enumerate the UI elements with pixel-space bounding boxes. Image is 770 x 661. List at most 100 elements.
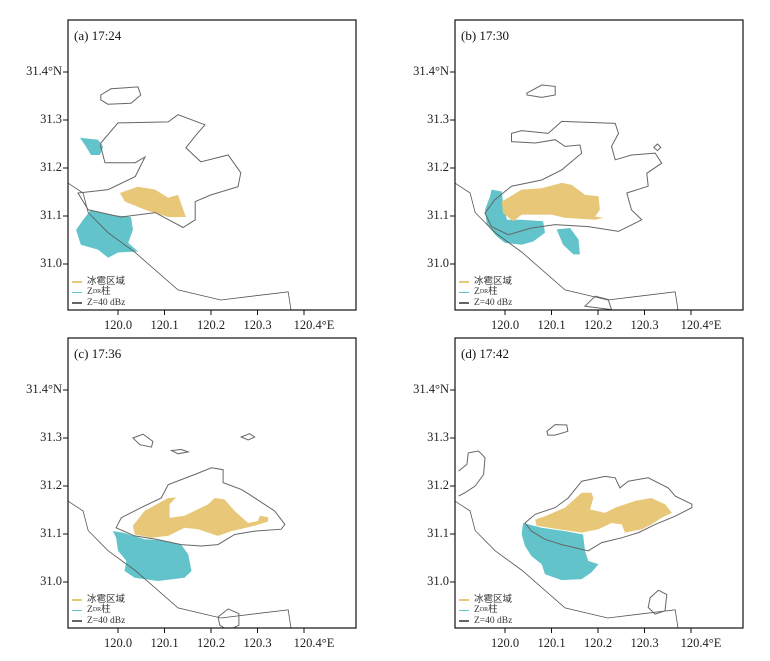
panel-time: 17:24 xyxy=(91,28,122,43)
reflectivity-40dbz-contour xyxy=(484,120,663,236)
y-tick-label: 31.4°N xyxy=(26,64,62,78)
x-tick-label: 120.2 xyxy=(196,636,226,650)
map-plot xyxy=(450,337,744,633)
legend-swatch xyxy=(72,281,82,283)
reflectivity-40dbz-contour xyxy=(115,467,286,547)
legend-label: 冰雹区域 xyxy=(87,594,126,605)
legend-label: 柱 xyxy=(101,287,111,297)
x-tick-label: 120.1 xyxy=(150,318,179,332)
legend-label: 柱 xyxy=(488,287,498,297)
legend-swatch xyxy=(459,291,469,293)
map-panel-a: (a) 17:24 冰雹区域 Z DR 柱 Z=40 dBz xyxy=(63,19,357,315)
legend-item-contour: Z=40 dBz xyxy=(72,298,125,309)
hail-region-area xyxy=(119,186,186,217)
x-tick-label: 120.0 xyxy=(490,636,520,650)
x-tick-label: 120.1 xyxy=(537,636,566,650)
legend-item-hail: 冰雹区域 xyxy=(459,595,512,606)
y-tick-label: 31.2 xyxy=(427,160,449,174)
reflectivity-40dbz-contour xyxy=(653,143,662,152)
legend-label: Z=40 dBz xyxy=(87,297,126,308)
x-tick-label: 120.3 xyxy=(630,636,659,650)
plot-frame xyxy=(454,19,744,311)
legend: 冰雹区域 Z DR 柱 Z=40 dBz xyxy=(72,595,125,627)
y-tick-label: 31.4°N xyxy=(413,64,449,78)
legend-item-hail: 冰雹区域 xyxy=(459,277,512,288)
y-tick-label: 31.2 xyxy=(427,478,449,492)
panel-title: (c) 17:36 xyxy=(74,346,121,362)
reflectivity-40dbz-contour xyxy=(131,433,154,448)
reflectivity-40dbz-contour xyxy=(169,448,191,455)
legend-swatch xyxy=(72,302,82,304)
x-tick-label: 120.2 xyxy=(196,318,226,332)
legend-label: 冰雹区域 xyxy=(87,276,126,287)
x-tick-label: 120.0 xyxy=(490,318,520,332)
panel-label: (d) xyxy=(461,346,477,361)
panel-title: (b) 17:30 xyxy=(461,28,509,44)
legend-item-hail: 冰雹区域 xyxy=(72,277,125,288)
zdr-column-area xyxy=(79,137,104,155)
hail-region-area xyxy=(501,182,604,222)
map-panel-c: (c) 17:36 冰雹区域 Z DR 柱 Z=40 dBz xyxy=(63,337,357,633)
legend-item-contour: Z=40 dBz xyxy=(459,298,512,309)
x-tick-label: 120.4°E xyxy=(680,318,722,332)
x-tick-label: 120.2 xyxy=(583,318,613,332)
y-tick-label: 31.1 xyxy=(40,526,62,540)
zdr-column-area xyxy=(556,228,580,255)
y-tick-label: 31.2 xyxy=(40,478,62,492)
y-tick-label: 31.3 xyxy=(40,430,62,444)
y-tick-label: 31.0 xyxy=(40,574,62,588)
x-tick-label: 120.1 xyxy=(537,318,566,332)
plot-area xyxy=(68,86,292,310)
reflectivity-40dbz-contour xyxy=(239,433,256,441)
y-tick-label: 31.1 xyxy=(427,526,449,540)
y-tick-label: 31.3 xyxy=(427,112,449,126)
legend-item-contour: Z=40 dBz xyxy=(72,616,125,627)
y-tick-label: 31.2 xyxy=(40,160,62,174)
legend-label: Z xyxy=(474,287,480,297)
map-panel-b: (b) 17:30 冰雹区域 Z DR 柱 Z=40 dBz xyxy=(450,19,744,315)
plot-frame xyxy=(67,337,357,629)
legend-label: DR xyxy=(92,289,102,295)
y-tick-label: 31.0 xyxy=(427,574,449,588)
legend-swatch xyxy=(459,599,469,601)
legend-label: Z=40 dBz xyxy=(474,297,513,308)
legend-label: DR xyxy=(92,607,102,613)
map-plot xyxy=(450,19,744,315)
plot-frame xyxy=(67,19,357,311)
legend-label: DR xyxy=(479,289,489,295)
legend-item-hail: 冰雹区域 xyxy=(72,595,125,606)
panel-label: (a) xyxy=(74,28,89,43)
boundary-line xyxy=(455,500,679,628)
map-plot xyxy=(63,19,357,315)
reflectivity-40dbz-contour xyxy=(526,84,556,98)
legend-label: 冰雹区域 xyxy=(474,594,513,605)
legend-label: DR xyxy=(479,607,489,613)
panel-title: (a) 17:24 xyxy=(74,28,121,44)
y-tick-label: 31.3 xyxy=(40,112,62,126)
hail-region-area xyxy=(132,497,269,538)
x-tick-label: 120.3 xyxy=(630,318,659,332)
legend-label: Z=40 dBz xyxy=(87,615,126,626)
y-tick-label: 31.3 xyxy=(427,430,449,444)
x-tick-label: 120.1 xyxy=(150,636,179,650)
panel-label: (b) xyxy=(461,28,477,43)
legend: 冰雹区域 Z DR 柱 Z=40 dBz xyxy=(459,595,512,627)
legend-label: 冰雹区域 xyxy=(474,276,513,287)
legend-item-zdr: Z DR 柱 xyxy=(72,605,125,616)
plot-area xyxy=(455,424,693,628)
map-plot xyxy=(63,337,357,633)
x-tick-label: 120.4°E xyxy=(680,636,722,650)
legend-label: 柱 xyxy=(101,605,111,615)
reflectivity-40dbz-contour xyxy=(458,450,486,497)
x-tick-label: 120.3 xyxy=(243,636,272,650)
legend-swatch xyxy=(72,609,82,611)
panel-label: (c) xyxy=(74,346,89,361)
reflectivity-40dbz-contour xyxy=(524,475,693,552)
panel-time: 17:42 xyxy=(479,346,510,361)
reflectivity-40dbz-contour xyxy=(217,608,240,628)
panel-title: (d) 17:42 xyxy=(461,346,509,362)
plot-area xyxy=(68,433,292,628)
legend-swatch xyxy=(459,302,469,304)
legend-item-zdr: Z DR 柱 xyxy=(72,287,125,298)
reflectivity-40dbz-contour xyxy=(583,295,613,310)
